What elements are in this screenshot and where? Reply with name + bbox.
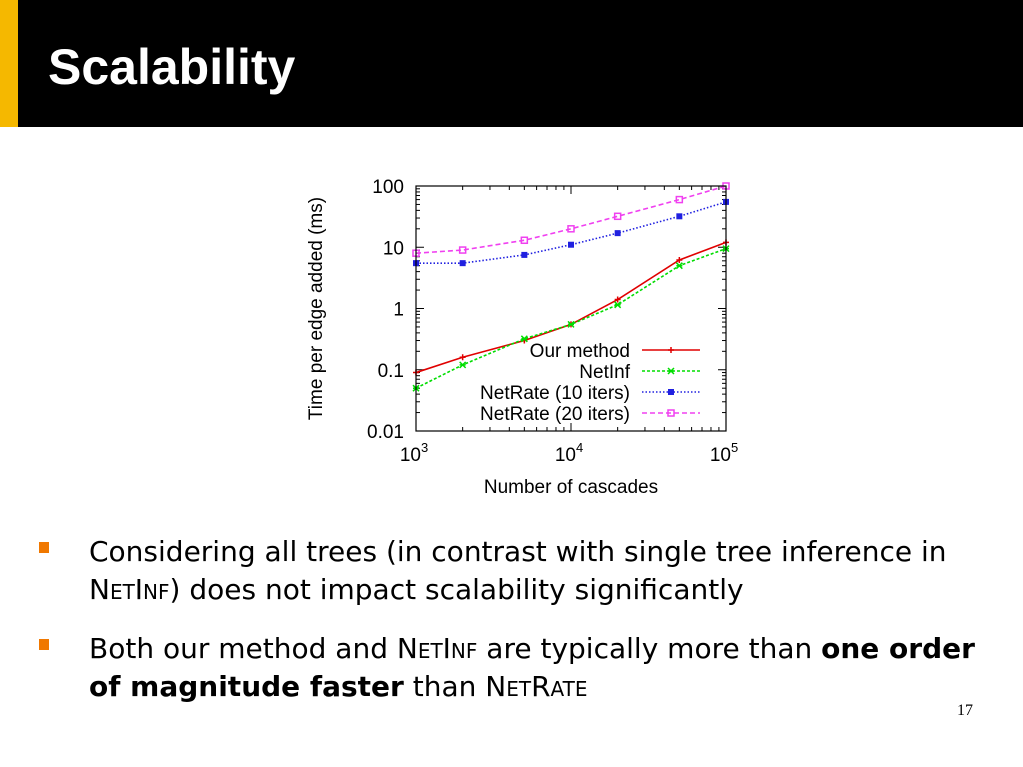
slide-title: Scalability [48, 39, 296, 95]
data-point [520, 236, 529, 245]
y-axis-label: Time per edge added (ms) [306, 197, 327, 420]
legend-label: NetRate (10 iters) [480, 383, 630, 404]
bullet-text: are typically more than [477, 632, 822, 665]
bullet-text: than [403, 670, 486, 703]
data-point [568, 241, 574, 248]
netinf-name: NetInf [396, 632, 478, 665]
bullet-marker-icon [39, 542, 49, 553]
data-point [614, 230, 621, 237]
legend-label: Our method [530, 341, 630, 362]
legend-label: NetRate (20 iters) [480, 404, 630, 425]
bullet-text: Considering all trees (in contrast with … [89, 535, 947, 568]
data-point [614, 301, 622, 309]
data-point [668, 389, 674, 395]
netrate-name: NetRate [485, 670, 588, 703]
y-tick-label: 0.01 [367, 422, 404, 443]
x-tick-label: 103 [400, 440, 428, 466]
data-point [613, 212, 622, 221]
y-tick-label: 0.1 [378, 361, 404, 382]
y-tick-label: 1 [393, 300, 404, 321]
x-tick-label: 105 [710, 440, 738, 466]
data-point [675, 195, 684, 204]
bullet-list: Considering all trees (in contrast with … [36, 533, 1011, 727]
bullet-text: ) does not impact scalability significan… [169, 573, 744, 606]
data-point [667, 409, 675, 417]
data-point [567, 320, 575, 328]
title-accent-stripe [0, 0, 18, 127]
data-point [675, 262, 683, 270]
bullet-marker-icon [39, 639, 49, 650]
data-point [667, 367, 675, 375]
data-point [676, 213, 683, 220]
series-line [415, 247, 727, 389]
bullet-text: Both our method and [89, 632, 397, 665]
y-tick-label: 10 [383, 238, 404, 259]
data-point [458, 246, 467, 254]
x-axis-label: Number of cascades [484, 477, 658, 498]
data-point [614, 296, 621, 303]
title-bar [0, 0, 1023, 127]
y-tick-label: 100 [372, 177, 404, 198]
series-netinf [412, 245, 730, 392]
data-point [567, 225, 575, 233]
data-point [521, 251, 528, 258]
page-number: 17 [957, 702, 973, 719]
data-point [459, 260, 466, 267]
x-tick-label: 104 [555, 440, 583, 466]
bullet-item: Both our method and NetInf are typically… [36, 630, 1011, 706]
bullet-item: Considering all trees (in contrast with … [36, 533, 1011, 609]
plot-frame [415, 185, 727, 432]
data-point [520, 335, 528, 343]
data-point [459, 354, 466, 361]
netinf-name: NetInf [89, 573, 170, 606]
legend-label: NetInf [579, 362, 630, 383]
data-point [676, 256, 683, 263]
scalability-chart: 103 104 105 100 10 1 0.1 0.01 Number of cascades… [306, 177, 738, 498]
bullet-emphasis: one order of magnitude faster [89, 632, 975, 703]
data-point [459, 361, 467, 369]
data-point [668, 347, 674, 353]
